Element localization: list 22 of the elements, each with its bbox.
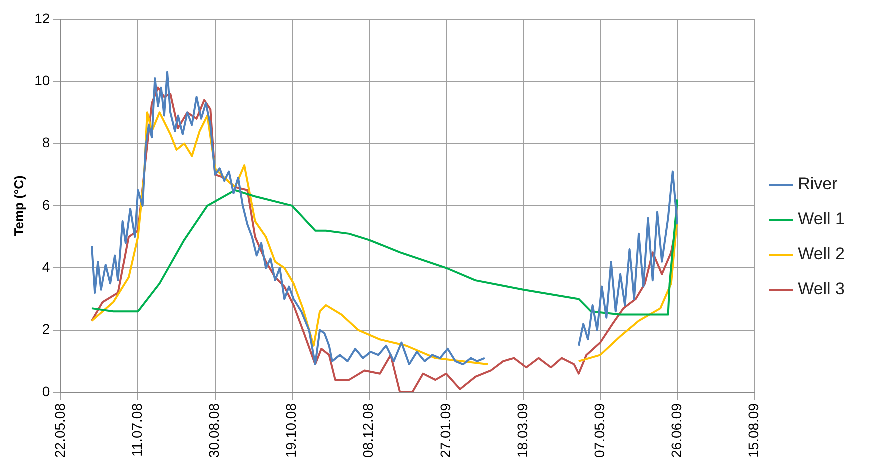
x-tick-label: 08.12.08 bbox=[360, 403, 376, 458]
legend-label: Well 2 bbox=[798, 244, 846, 264]
y-tick-label: 12 bbox=[34, 10, 50, 26]
y-tick-label: 6 bbox=[42, 196, 50, 213]
x-tick-label: 11.07.08 bbox=[129, 403, 146, 457]
y-tick-label: 2 bbox=[42, 321, 50, 338]
legend-label: Well 3 bbox=[798, 280, 846, 299]
y-tick-label: 4 bbox=[42, 258, 50, 275]
x-tick-label: 07.05.09 bbox=[591, 403, 608, 458]
y-tick-label: 0 bbox=[42, 383, 50, 400]
y-tick-label: 10 bbox=[34, 72, 50, 88]
y-axis-title: Temp (°C) bbox=[11, 176, 26, 236]
x-tick-label: 27.01.09 bbox=[437, 403, 454, 458]
legend-label: River bbox=[798, 174, 838, 194]
x-tick-label: 15.08.09 bbox=[745, 403, 762, 458]
x-tick-label: 19.10.08 bbox=[283, 403, 300, 458]
x-tick-label: 26.06.09 bbox=[668, 403, 684, 458]
legend-label: Well 1 bbox=[798, 210, 846, 229]
x-tick-label: 22.05.08 bbox=[52, 403, 68, 458]
x-tick-label: 30.08.08 bbox=[206, 403, 222, 458]
x-tick-label: 18.03.09 bbox=[514, 403, 530, 458]
y-tick-label: 8 bbox=[42, 134, 50, 151]
